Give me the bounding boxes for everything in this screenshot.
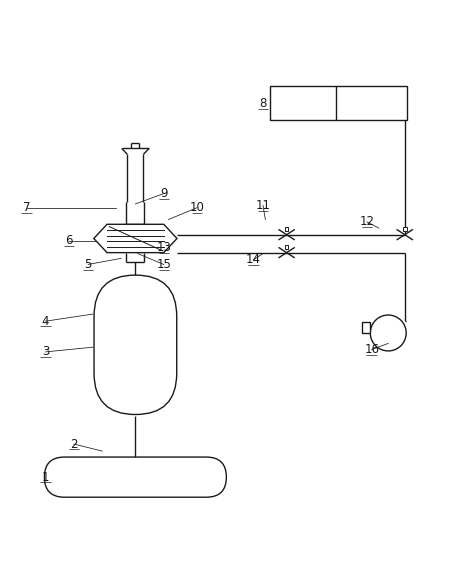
FancyBboxPatch shape [94, 275, 177, 415]
Text: 14: 14 [246, 253, 261, 266]
Text: 3: 3 [42, 346, 49, 359]
Text: 6: 6 [65, 234, 73, 247]
Text: 11: 11 [255, 199, 271, 212]
Text: 8: 8 [259, 97, 267, 110]
Text: 13: 13 [156, 242, 171, 255]
FancyBboxPatch shape [45, 457, 227, 497]
Text: 7: 7 [23, 201, 30, 214]
Text: 2: 2 [70, 438, 78, 451]
Bar [285, 227, 288, 231]
Polygon shape [94, 224, 177, 253]
Bar [270, 87, 407, 120]
Text: 5: 5 [84, 258, 92, 271]
Text: 16: 16 [364, 343, 379, 356]
Bar [362, 323, 370, 333]
Text: 10: 10 [190, 201, 204, 214]
Text: 12: 12 [359, 215, 374, 228]
Bar [403, 227, 407, 231]
Text: 9: 9 [160, 187, 167, 200]
Bar [285, 245, 288, 249]
Text: 15: 15 [156, 258, 171, 271]
Text: 4: 4 [42, 315, 49, 328]
Text: 1: 1 [42, 470, 49, 484]
